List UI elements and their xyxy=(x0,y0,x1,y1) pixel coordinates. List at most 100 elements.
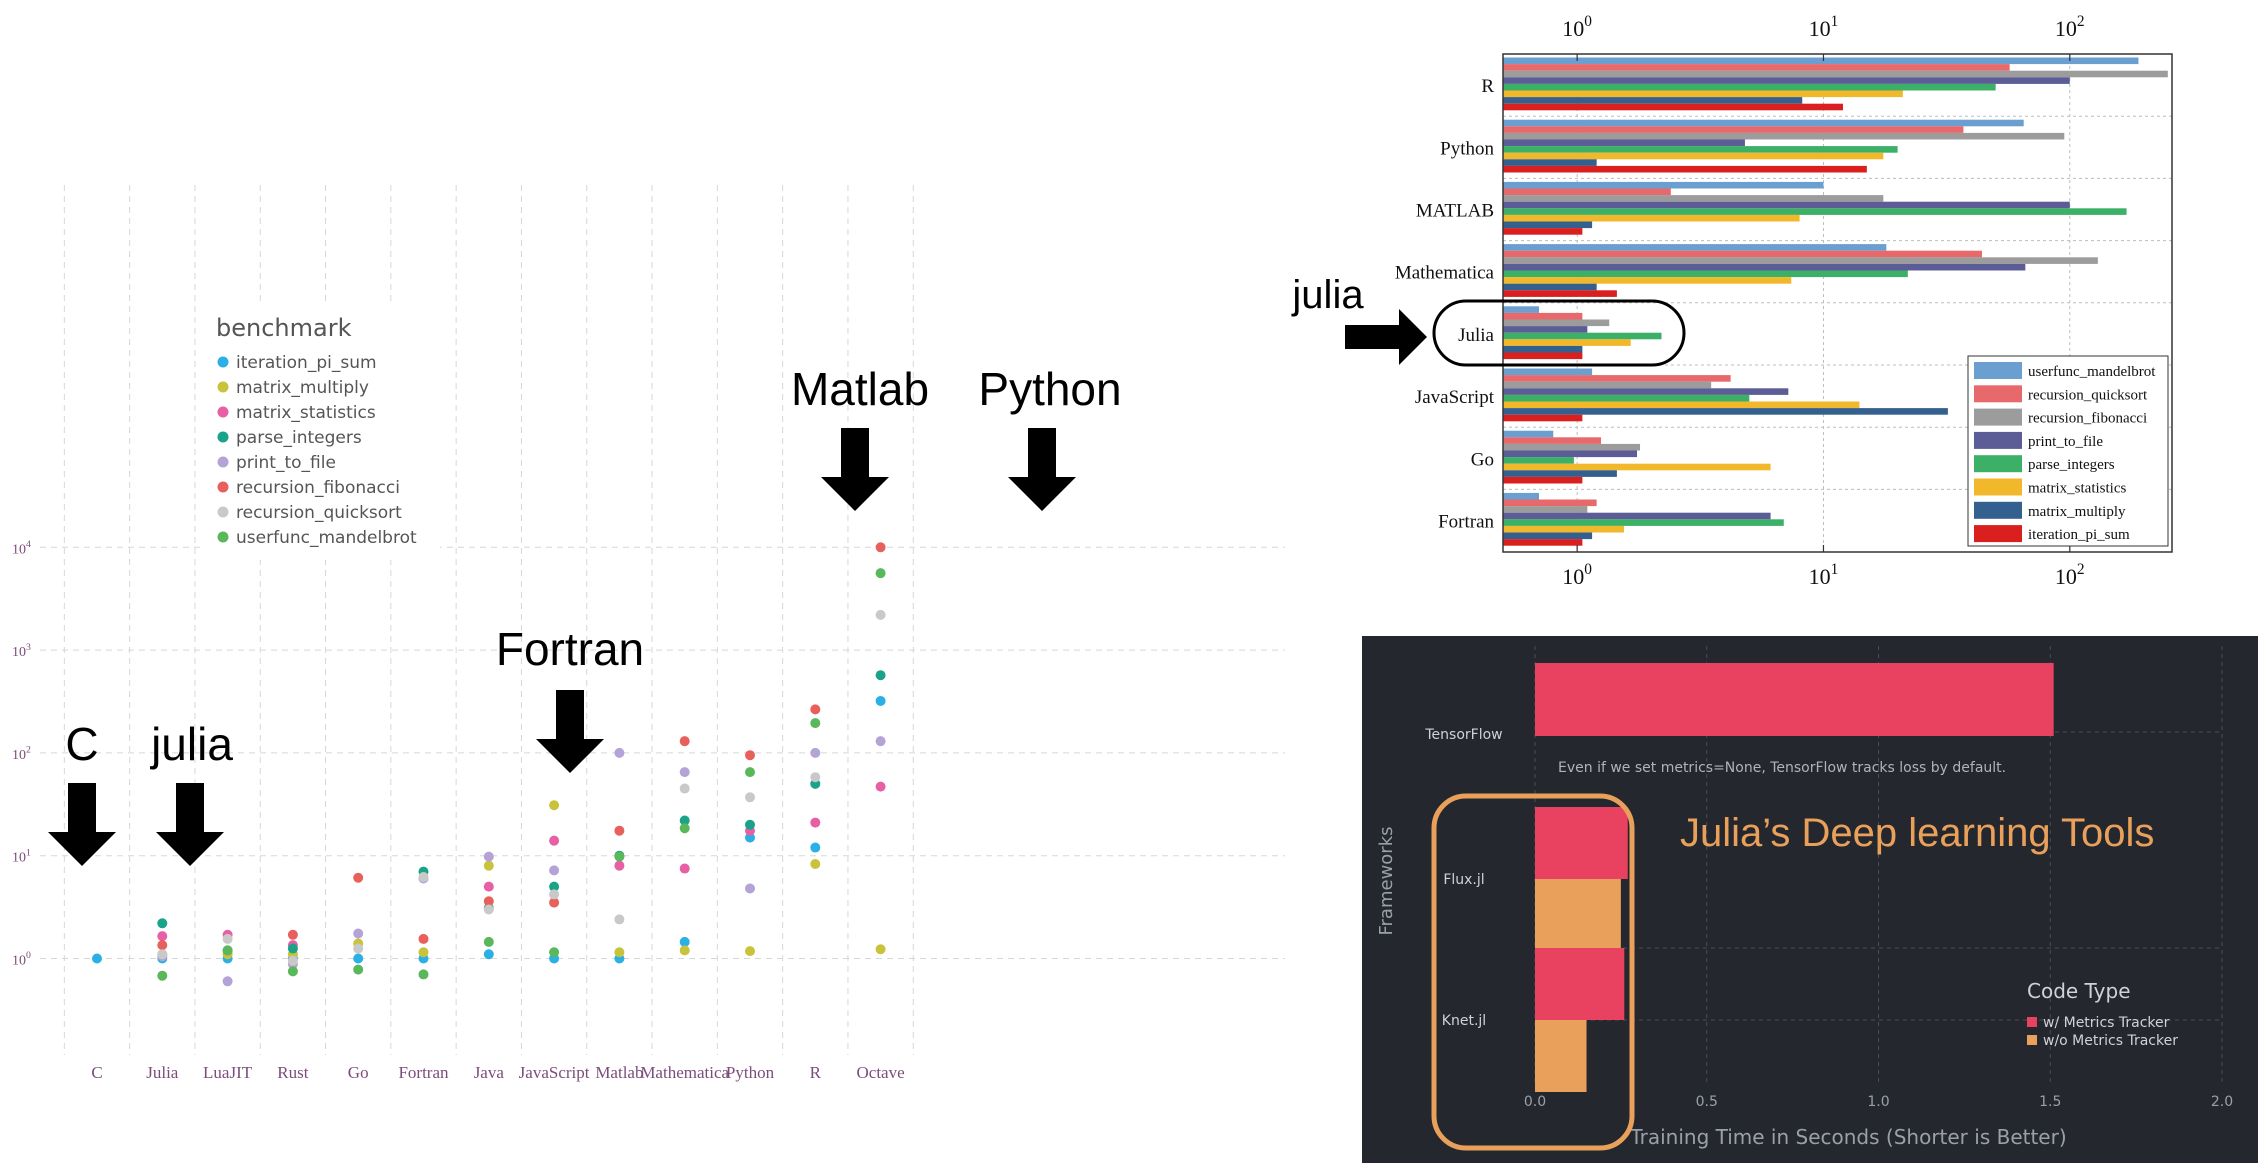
bar-annotations: julia xyxy=(1291,273,1686,367)
benchmark-scatter-chart: 100 101 102 103 104 C Julia LuaJIT Rust Go Fortra… xyxy=(12,185,1285,1082)
bar-x-tick-top: 102 xyxy=(2055,13,2085,41)
bar-mark xyxy=(1503,339,1631,346)
bar-plot-frame xyxy=(1502,53,2173,553)
scatter-point xyxy=(875,695,886,706)
scatter-point xyxy=(549,947,560,958)
scatter-point xyxy=(679,736,690,747)
bar-mark xyxy=(1503,463,1771,471)
scatter-point xyxy=(483,949,494,960)
bar-marks xyxy=(1503,57,2168,546)
scatter-point xyxy=(157,949,168,960)
scatter-point xyxy=(745,832,755,843)
bar-mark xyxy=(1503,345,1583,353)
bar-mark xyxy=(1503,499,1597,507)
bar-mark xyxy=(1503,263,2026,271)
scatter-x-tick-label: Mathematica xyxy=(640,1063,729,1082)
bar-mark xyxy=(1503,381,1712,389)
scatter-y-tick-label: 104 xyxy=(12,539,31,557)
bar-legend-swatch xyxy=(1974,525,2022,543)
scatter-point xyxy=(875,736,886,747)
bar-mark xyxy=(1503,208,2127,215)
scatter-y-tick-label: 102 xyxy=(12,745,31,763)
bar-mark xyxy=(1503,283,1597,291)
bar-mark xyxy=(1503,146,1898,153)
bar-mark xyxy=(1503,476,1583,484)
bar-x-ticks: 100 100 101 101 102 102 xyxy=(1562,13,2084,589)
bar-mark xyxy=(1503,326,1588,333)
bar-mark xyxy=(1503,525,1625,533)
annotation-arrow xyxy=(48,783,116,866)
scatter-point xyxy=(157,970,168,981)
bar-mark xyxy=(1503,312,1583,320)
annotation-arrow xyxy=(156,783,224,866)
bar-category-label: MATLAB xyxy=(1416,201,1494,222)
bar-mark xyxy=(1503,257,2098,264)
annotation-arrow xyxy=(821,428,889,511)
bar-x-tick-bottom: 100 xyxy=(1562,561,1592,589)
scatter-point xyxy=(418,933,429,944)
bar-mark xyxy=(1503,90,1903,98)
bar-mark xyxy=(1503,159,1597,166)
bar-mark xyxy=(1503,375,1731,382)
dark-x-axis-label: Training Time in Seconds (Shorter is Bet… xyxy=(1629,1125,2066,1149)
scatter-x-tick-label: Julia xyxy=(146,1063,179,1082)
dark-x-tick-label: 0.5 xyxy=(1696,1094,1718,1110)
bar-x-tick-top: 101 xyxy=(1809,13,1839,41)
scatter-x-tick-label: LuaJIT xyxy=(203,1063,253,1082)
scatter-y-tick-label: 103 xyxy=(12,642,31,660)
scatter-x-tick-label: Octave xyxy=(857,1063,905,1082)
bar-category-label: Go xyxy=(1471,449,1494,470)
bar-mark xyxy=(1503,443,1641,451)
scatter-x-tick-label: R xyxy=(810,1063,822,1082)
annotation-arrow xyxy=(536,690,604,773)
bar-mark xyxy=(1503,270,1908,278)
scatter-point xyxy=(679,767,690,778)
scatter-point xyxy=(679,823,690,834)
scatter-x-tick-label: JavaScript xyxy=(519,1063,590,1082)
legend-label: matrix_statistics xyxy=(236,403,376,423)
scatter-point xyxy=(745,767,755,778)
scatter-point xyxy=(810,704,821,715)
bar-mark xyxy=(1503,290,1617,297)
dark-x-tick-label: 0.0 xyxy=(1524,1094,1546,1110)
bar-legend-label: parse_integers xyxy=(2028,457,2115,473)
scatter-point xyxy=(875,670,886,681)
bar-mark xyxy=(1503,214,1800,222)
scatter-point xyxy=(157,931,168,942)
bar-mark xyxy=(1503,97,1803,104)
dark-bar-mark xyxy=(1535,1020,1587,1092)
julia-tools-highlight-box xyxy=(1431,793,1635,1151)
bar-mark xyxy=(1503,519,1784,526)
scatter-point xyxy=(287,966,298,977)
legend-title: benchmark xyxy=(216,314,352,342)
bar-mark xyxy=(1503,332,1662,340)
bar-mark xyxy=(1503,77,2070,84)
annotation-label: C xyxy=(65,718,98,770)
scatter-point xyxy=(614,747,625,758)
bar-mark xyxy=(1503,394,1750,402)
dark-legend-swatch xyxy=(2027,1035,2037,1045)
bar-x-tick-bottom: 102 xyxy=(2055,561,2085,589)
dark-y-axis-label: Frameworks xyxy=(1376,826,1397,935)
scatter-point xyxy=(353,964,364,975)
bar-mark xyxy=(1503,352,1583,360)
bar-mark xyxy=(1503,277,1792,284)
language-bar-chart: 100 100 101 101 102 102 R Python MATLAB Mathemat… xyxy=(1291,13,2173,589)
bar-mark xyxy=(1503,414,1583,422)
scatter-point xyxy=(157,940,168,951)
legend-swatch xyxy=(217,431,229,443)
scatter-point xyxy=(483,896,494,907)
scatter-point xyxy=(810,772,821,783)
dark-bar-marks xyxy=(1535,663,2054,1092)
scatter-point xyxy=(222,976,233,987)
scatter-point xyxy=(679,783,690,794)
bar-mark xyxy=(1503,221,1593,229)
scatter-point xyxy=(418,969,429,980)
scatter-point xyxy=(679,863,690,874)
bar-mark xyxy=(1503,401,1860,409)
scatter-point xyxy=(92,953,102,964)
scatter-point xyxy=(287,929,298,940)
dark-labels: TensorFlow Flux.jl Knet.jl Frameworks Traini… xyxy=(1376,727,2067,1149)
dark-bar-mark xyxy=(1535,948,1625,1020)
